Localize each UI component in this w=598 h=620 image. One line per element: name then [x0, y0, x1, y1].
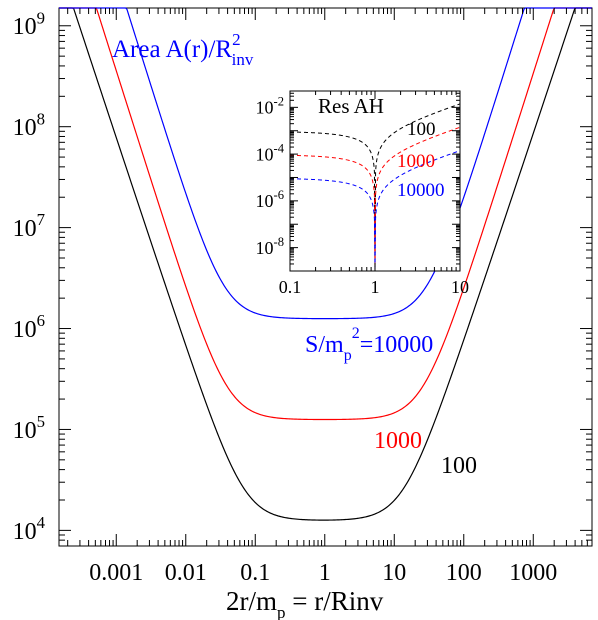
x-tick-label: 0.001 — [89, 560, 143, 586]
x-tick-label: 1000 — [509, 560, 557, 586]
chart-title: Area A(r)/R2 inv — [112, 30, 254, 69]
y-tick-label: 106 — [13, 311, 45, 343]
y-tick-label: 108 — [13, 109, 45, 141]
inset-series-label-100: 100 — [407, 119, 436, 140]
y-tick-label: 10-8 — [256, 235, 285, 258]
y-tick-label: 107 — [13, 210, 45, 242]
x-tick-label: 0.1 — [240, 560, 270, 586]
main-plot-frame — [58, 7, 593, 547]
inset-series-label-10000: 10000 — [397, 180, 445, 201]
series-line-10000 — [59, 7, 592, 320]
y-tick-label: 109 — [13, 8, 45, 40]
series-line-1000 — [59, 7, 592, 421]
series-label-10000: S/mp2=10000 — [305, 325, 433, 364]
main-axes-group: 0.001 0.01 0.1 1 10 100 1000 104 105 106 107 108 109 — [13, 8, 593, 586]
x-axis-label: 2r/mp = r/Rinv — [226, 586, 384, 620]
y-tick-label: 104 — [13, 513, 46, 545]
inset-series-label-1000: 1000 — [397, 151, 435, 172]
series-label-1000: 1000 — [374, 428, 422, 454]
x-tick-label: 100 — [446, 560, 482, 586]
series-line-100 — [59, 7, 592, 521]
x-tick-label: 0.1 — [279, 277, 302, 297]
x-tick-label: 10 — [451, 277, 469, 297]
y-tick-label: 10-6 — [256, 188, 285, 211]
y-tick-label: 10-2 — [256, 95, 285, 118]
x-tick-label: 1 — [371, 277, 380, 297]
inset-series-line-10000 — [289, 150, 461, 272]
series-label-100: 100 — [441, 453, 477, 479]
inset-title: Res AH — [318, 94, 384, 118]
y-tick-label: 10-4 — [256, 141, 285, 164]
main-series-group — [59, 7, 592, 521]
y-tick-label: 105 — [13, 412, 45, 444]
x-tick-label: 1 — [319, 560, 331, 586]
x-tick-label: 0.01 — [165, 560, 207, 586]
x-tick-label: 10 — [382, 560, 406, 586]
inset-axes-group: 0.1 1 10 10-8 10-6 10-4 10-2 — [256, 90, 469, 297]
